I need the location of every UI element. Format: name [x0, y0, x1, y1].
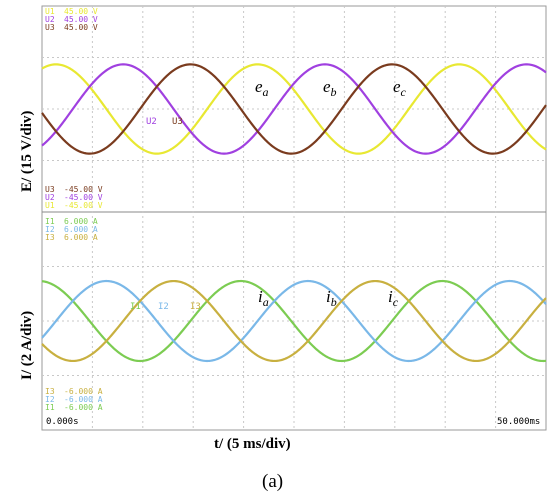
scale-value: 6.000 A	[64, 225, 98, 234]
trace-i-c	[41, 279, 547, 363]
scale-value: -45.00 V	[64, 185, 103, 194]
scale-channel-name: U1	[45, 7, 55, 16]
scale-channel-name: U3	[45, 23, 55, 32]
time-end-readout: 50.000ms	[497, 417, 540, 427]
scale-value: -45.00 V	[64, 193, 103, 202]
y-axis-label-current: I/ (2 A/div)	[19, 311, 35, 380]
label-i-b: ib	[326, 287, 337, 309]
scale-value: -6.000 A	[64, 403, 103, 412]
trace-i-b	[41, 279, 547, 363]
trace-i-a	[41, 279, 547, 363]
label-i-c: ic	[388, 287, 399, 309]
scope-traces	[41, 63, 547, 363]
scope-grid	[41, 5, 547, 431]
scale-channel-name: U3	[45, 185, 55, 194]
label-e-c: ec	[393, 77, 407, 99]
scale-channel-name: I2	[45, 225, 55, 234]
scale-value: -6.000 A	[64, 395, 103, 404]
label-e-a: ea	[255, 77, 269, 99]
trace-e-c	[41, 63, 547, 155]
i2-marker-label: I2	[158, 302, 169, 312]
u3-marker-label: U3	[172, 117, 183, 127]
scale-value: 6.000 A	[64, 233, 98, 242]
figure-caption: (a)	[262, 471, 283, 492]
u2-marker-label: U2	[146, 117, 157, 127]
scope-scale-readouts: U1 45.00 VU2 45.00 VU3 45.00 VU3 -45.00 VU2-…	[45, 7, 103, 412]
scale-value: 6.000 A	[64, 217, 98, 226]
scale-channel-name: U1	[45, 201, 55, 210]
scale-channel-name: I1	[45, 217, 55, 226]
trace-e-b	[41, 63, 547, 155]
scale-value: 45.00 V	[64, 7, 98, 16]
label-i-a: ia	[258, 287, 269, 309]
i3-marker-label: I3	[190, 302, 201, 312]
scale-channel-name: U2	[45, 15, 55, 24]
scale-value: 45.00 V	[64, 15, 98, 24]
scale-value: 45.00 V	[64, 23, 98, 32]
label-e-b: eb	[323, 77, 337, 99]
time-start-readout: 0.000s	[46, 417, 79, 427]
x-axis-label: t/ (5 ms/div)	[214, 436, 291, 452]
y-axis-label-voltage: E/ (15 V/div)	[19, 111, 35, 192]
scale-value: -6.000 A	[64, 387, 103, 396]
trace-e-a	[41, 63, 547, 155]
scale-channel-name: U2	[45, 193, 55, 202]
voltage-phase-labels: ea eb ec	[255, 77, 407, 99]
scale-channel-name: I1	[45, 403, 55, 412]
scale-channel-name: I3	[45, 233, 55, 242]
scale-channel-name: I2	[45, 395, 55, 404]
current-phase-labels: ia ib ic	[258, 287, 399, 309]
scale-channel-name: I3	[45, 387, 55, 396]
scale-value: -45.00 V	[64, 201, 103, 210]
i1-marker-label: I1	[130, 302, 141, 312]
